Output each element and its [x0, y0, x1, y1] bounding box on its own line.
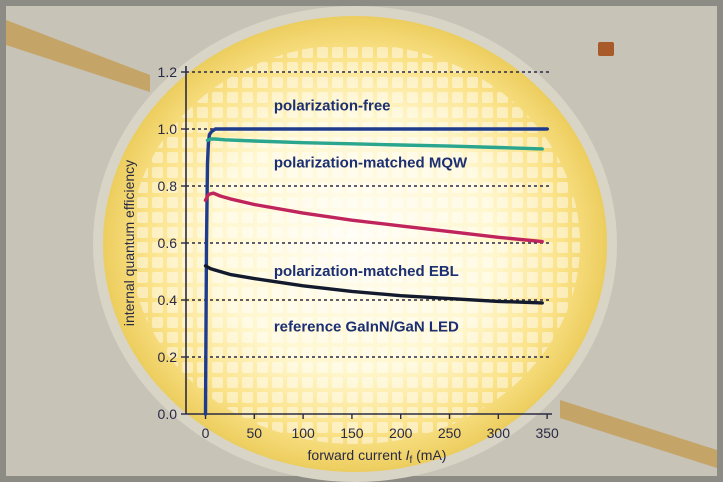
y-tick-label: 0.4 — [158, 292, 178, 308]
x-axis-label: forward current If (mA) — [308, 447, 447, 466]
x-tick-label: 150 — [340, 425, 364, 441]
y-axis-label: internal quantum efficiency — [121, 160, 137, 326]
x-tick-label: 50 — [247, 425, 263, 441]
y-tick-label: 1.2 — [158, 64, 178, 80]
plot-area: 0.0 0.2 0.4 0.6 0.8 1.0 1.2 0 50 100 150 200 250 300 3… — [121, 64, 559, 466]
y-tick-label: 1.0 — [158, 121, 178, 137]
y-tick-label: 0.8 — [158, 178, 178, 194]
series-line-1 — [205, 137, 544, 151]
annotation-label-0: polarization-free — [274, 97, 391, 114]
x-tick-label: 200 — [389, 425, 413, 441]
y-tick-label: 0.0 — [158, 406, 178, 422]
annotation-label-3: reference GaInN/GaN LED — [274, 318, 459, 335]
x-tick-label: 350 — [535, 425, 559, 441]
x-tick-label: 300 — [487, 425, 511, 441]
series-line-2 — [203, 191, 544, 244]
y-tick-label: 0.2 — [158, 349, 178, 365]
y-tick-label: 0.6 — [158, 235, 178, 251]
annotation-label-2: polarization-matched EBL — [274, 263, 459, 280]
annotation-label-1: polarization-matched MQW — [274, 154, 468, 171]
x-tick-label: 100 — [291, 425, 315, 441]
series-line-0 — [203, 127, 549, 416]
x-tick-label: 250 — [438, 425, 462, 441]
x-tick-label: 0 — [202, 425, 210, 441]
series-line-3 — [203, 264, 544, 305]
